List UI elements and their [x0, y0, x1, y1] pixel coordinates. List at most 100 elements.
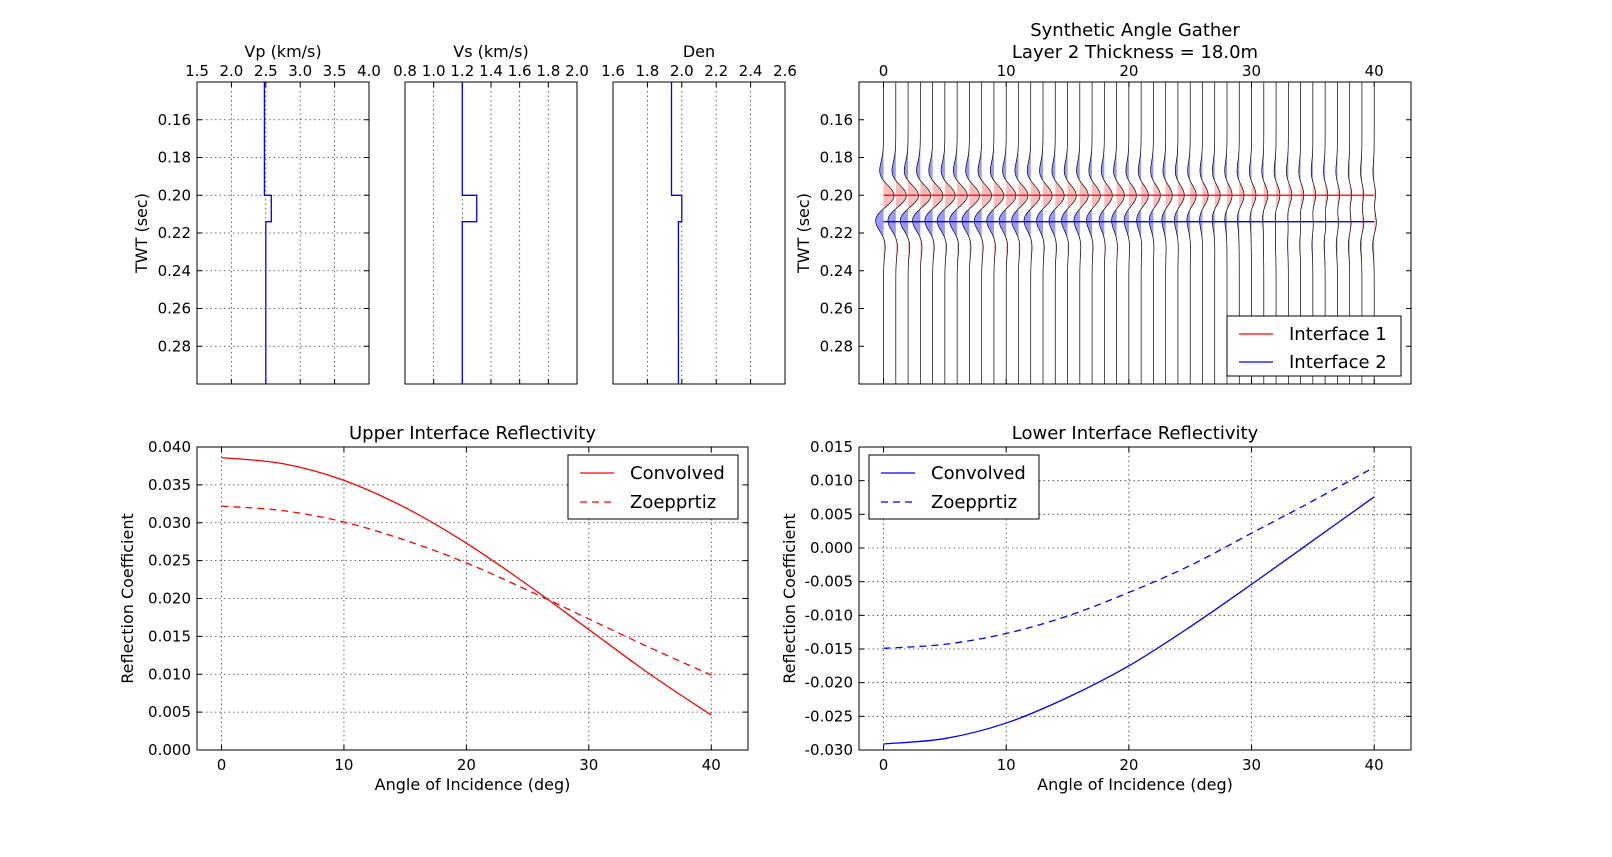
y-tick-label: -0.005: [805, 573, 853, 591]
gather-trace: [949, 82, 968, 384]
gather-trace: [1098, 82, 1113, 384]
gather-trace: [1161, 82, 1173, 384]
positive-fill: [932, 82, 943, 384]
y-tick-label: 0.16: [820, 111, 853, 129]
positive-fill: [957, 82, 968, 384]
y-tick-label: -0.030: [805, 741, 853, 759]
x-tick-label: 1.6: [601, 62, 625, 80]
x-tick-label: 4.0: [357, 62, 381, 80]
x-axis-label: Angle of Incidence (deg): [1037, 775, 1233, 794]
lower-series-convolved-line: [883, 496, 1375, 745]
y-tick-label: 0.28: [158, 337, 191, 355]
positive-fill: [1190, 82, 1197, 384]
y-tick-label: 0.20: [158, 186, 191, 204]
positive-fill: [981, 82, 992, 384]
vp-log-curve: [263, 82, 272, 384]
x-tick-label: 10: [997, 62, 1016, 80]
gather-trace: [1174, 82, 1185, 384]
trace-wiggle: [998, 82, 1017, 384]
gather-trace: [1048, 82, 1065, 384]
positive-fill: [1067, 82, 1077, 384]
trace-wiggle: [1123, 82, 1137, 384]
y-tick-label: 0.24: [820, 262, 853, 280]
trace-wiggle: [936, 82, 956, 384]
positive-fill: [1043, 82, 1053, 384]
y-tick-label: 0.035: [148, 476, 191, 494]
legend-entry: Interface 2: [1289, 352, 1387, 373]
x-tick-label: 3.0: [288, 62, 312, 80]
y-tick-label: -0.020: [805, 674, 853, 692]
x-tick-label: 30: [579, 756, 598, 774]
upper-series-convolved-line: [221, 456, 712, 716]
y-tick-label: 0.22: [820, 224, 853, 242]
positive-fill: [920, 82, 931, 384]
negative-fill: [1061, 82, 1068, 384]
positive-fill: [944, 82, 956, 384]
trace-wiggle: [1148, 82, 1161, 384]
plot-frame: [612, 81, 786, 385]
gather-trace: [986, 82, 1005, 384]
trace-wiggle: [1036, 82, 1053, 384]
gather-traces: [875, 82, 1377, 384]
y-axis-label: Reflection Coefficient: [118, 513, 137, 683]
x-tick-label: 20: [1119, 62, 1138, 80]
negative-fill: [1036, 82, 1043, 384]
positive-fill: [1214, 82, 1221, 384]
x-tick-label: 40: [702, 756, 721, 774]
trace-wiggle: [912, 82, 932, 384]
gather-trace: [924, 82, 944, 384]
negative-fill: [1136, 82, 1142, 384]
y-axis-label: TWT (sec): [132, 193, 151, 274]
positive-fill: [895, 82, 907, 384]
y-tick-label: 0.28: [820, 337, 853, 355]
y-tick-label: 0.16: [158, 111, 191, 129]
positive-fill: [1104, 82, 1113, 384]
positive-fill: [1006, 82, 1016, 384]
x-axis-label: Angle of Incidence (deg): [375, 775, 571, 794]
y-tick-label: -0.015: [805, 640, 853, 658]
x-tick-label: 3.5: [323, 62, 347, 80]
y-tick-label: 0.005: [148, 703, 191, 721]
trace-wiggle: [1011, 82, 1029, 384]
chart-title: Lower Interface Reflectivity: [1012, 423, 1259, 444]
x-tick-label: 1.0: [422, 62, 446, 80]
positive-fill: [883, 82, 895, 384]
trace-wiggle: [986, 82, 1005, 384]
legend-entry: Zoepprtiz: [630, 492, 716, 513]
positive-fill: [1092, 82, 1101, 384]
negative-fill: [1199, 82, 1203, 384]
gather-trace: [1011, 82, 1029, 384]
x-tick-label: 40: [1365, 756, 1384, 774]
y-tick-label: 0.015: [148, 627, 191, 645]
legend-box: [1226, 315, 1402, 377]
y-tick-label: 0.000: [810, 539, 853, 557]
negative-fill: [974, 82, 982, 384]
x-tick-label: 0: [217, 756, 227, 774]
x-tick-label: 1.4: [479, 62, 503, 80]
legend-entry: Convolved: [931, 463, 1026, 484]
negative-fill: [986, 82, 994, 384]
y-tick-label: 0.18: [820, 149, 853, 167]
y-tick-label: 0.26: [158, 300, 191, 318]
gather-trace: [1023, 82, 1041, 384]
x-tick-label: 1.8: [536, 62, 560, 80]
gather-trace: [1086, 82, 1101, 384]
chart-subtitle: Layer 2 Thickness = 18.0m: [1012, 42, 1258, 63]
gather-trace: [1036, 82, 1053, 384]
y-axis-label: Reflection Coefficient: [780, 513, 799, 683]
trace-wiggle: [1023, 82, 1041, 384]
gather-trace: [936, 82, 956, 384]
y-tick-label: 0.040: [148, 438, 191, 456]
gather-trace: [875, 82, 895, 384]
y-tick-label: 0.24: [158, 262, 191, 280]
gather-trace: [973, 82, 992, 384]
gather-trace: [1148, 82, 1161, 384]
negative-fill: [900, 82, 909, 384]
y-tick-label: 0.020: [148, 590, 191, 608]
den-log-curve: [670, 82, 683, 384]
positive-fill: [1128, 82, 1137, 384]
negative-fill: [949, 82, 958, 384]
negative-fill: [1024, 82, 1031, 384]
gather-trace: [1073, 82, 1089, 384]
